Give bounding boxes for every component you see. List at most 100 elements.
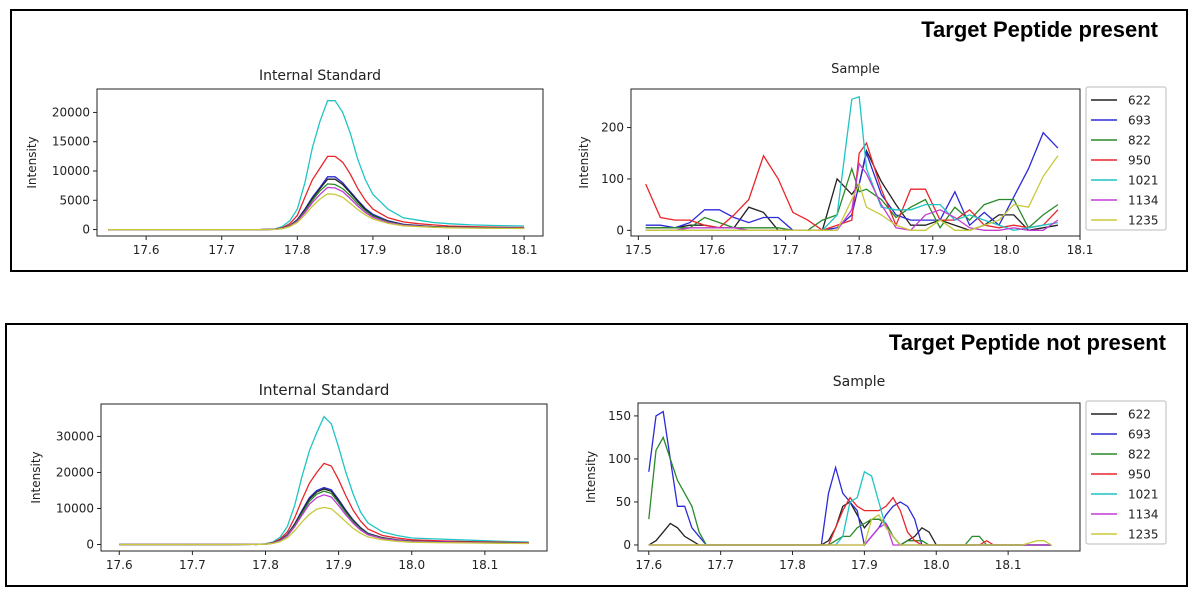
x-tick-label: 18.0 (435, 243, 462, 257)
x-tick-label: 17.6 (133, 243, 160, 257)
chart-title: Sample (833, 374, 886, 390)
x-tick-label: 17.6 (635, 558, 662, 572)
y-tick-label: 100 (601, 172, 624, 186)
chart-title: Internal Standard (259, 381, 390, 399)
y-tick-label: 50 (616, 495, 631, 509)
series-line-0 (119, 415, 529, 546)
series-line-822 (645, 166, 1059, 231)
x-tick-label: 18.0 (398, 558, 425, 572)
legend-label-1235: 1235 (1128, 528, 1159, 542)
legend-label-822: 822 (1128, 448, 1151, 462)
x-tick-label: 17.7 (772, 243, 799, 257)
legend-label-1134: 1134 (1128, 508, 1159, 522)
x-tick-label: 18.1 (1067, 243, 1094, 257)
chart-0-1: Sample Intensity 17.5 17.6 17.7 17.8 17.9 18.0 1… (577, 62, 1167, 257)
legend-label-1235: 1235 (1128, 214, 1159, 228)
y-axis-label: Intensity (25, 136, 39, 188)
x-tick-label: 18.0 (993, 243, 1020, 257)
series-line-622 (648, 501, 1052, 546)
x-tick-label: 17.6 (699, 243, 726, 257)
legend-label-693: 693 (1128, 428, 1151, 442)
chart-title: Internal Standard (259, 68, 381, 84)
y-tick-label: 20000 (52, 105, 90, 119)
legend-label-950: 950 (1128, 154, 1151, 168)
y-tick-label: 10000 (56, 501, 94, 515)
series-line-1 (119, 462, 529, 546)
legend-label-822: 822 (1128, 134, 1151, 148)
legend-label-622: 622 (1128, 408, 1151, 422)
legend-label-1021: 1021 (1128, 488, 1159, 502)
legend-label-622: 622 (1128, 94, 1151, 108)
legend: 622 693 822 950 1021 1134 1235 (1085, 86, 1167, 231)
series-line-4 (119, 490, 529, 546)
legend-label-1134: 1134 (1128, 194, 1159, 208)
y-tick-label: 100 (608, 452, 631, 466)
x-tick-label: 17.8 (779, 558, 806, 572)
x-tick-label: 18.0 (923, 558, 950, 572)
x-tick-label: 17.8 (252, 558, 279, 572)
y-tick-label: 0 (616, 223, 624, 237)
y-axis-label: Intensity (29, 451, 43, 503)
y-tick-label: 150 (608, 409, 631, 423)
y-tick-label: 200 (601, 121, 624, 135)
x-tick-label: 17.7 (208, 243, 235, 257)
legend-label-1021: 1021 (1128, 174, 1159, 188)
plot-frame (100, 403, 548, 552)
x-tick-label: 17.7 (707, 558, 734, 572)
y-tick-label: 20000 (56, 465, 94, 479)
series-line-693 (645, 131, 1059, 231)
series-line-693 (648, 410, 1052, 547)
x-tick-label: 18.1 (511, 243, 538, 257)
y-tick-label: 10000 (52, 164, 90, 178)
x-tick-label: 17.6 (106, 558, 133, 572)
x-tick-label: 18.1 (471, 558, 498, 572)
series-line-3 (108, 178, 525, 231)
x-tick-label: 17.9 (851, 558, 878, 572)
series-line-6 (119, 506, 529, 546)
y-tick-label: 0 (82, 223, 90, 237)
x-tick-label: 17.9 (325, 558, 352, 572)
x-tick-label: 18.1 (995, 558, 1022, 572)
series-line-5 (119, 494, 529, 546)
panel-heading-not-present: Target Peptide not present (888, 330, 1166, 355)
series-line-1021 (648, 470, 1052, 546)
panel-target-present (10, 9, 1188, 272)
y-tick-label: 30000 (56, 429, 94, 443)
series-line-822 (648, 435, 1052, 546)
x-tick-label: 17.8 (284, 243, 311, 257)
legend-label-950: 950 (1128, 468, 1151, 482)
series-line-2 (119, 486, 529, 546)
series-line-1134 (648, 522, 1052, 546)
plot-frame (630, 88, 1081, 237)
y-tick-label: 15000 (52, 135, 90, 149)
y-axis-label: Intensity (584, 451, 598, 503)
legend-frame (1085, 86, 1167, 231)
x-tick-label: 17.9 (919, 243, 946, 257)
series-line-0 (108, 100, 525, 231)
chart-1-0: Internal Standard Intensity 17.6 17.7 17.8 17… (29, 381, 548, 572)
legend: 622 693 822 950 1021 1134 1235 (1085, 400, 1167, 545)
legend-label-693: 693 (1128, 114, 1151, 128)
plot-frame (96, 88, 544, 237)
series-line-4 (108, 183, 525, 231)
series-line-6 (108, 193, 525, 231)
panel-heading-present: Target Peptide present (921, 17, 1158, 42)
chart-title: Sample (831, 62, 880, 77)
y-axis-label: Intensity (577, 136, 591, 188)
plot-frame (637, 402, 1081, 552)
y-tick-label: 0 (623, 538, 631, 552)
x-tick-label: 17.8 (846, 243, 873, 257)
x-tick-label: 17.9 (360, 243, 387, 257)
chart-1-1: Sample Intensity 17.6 17.7 17.8 17.9 18.0 18.1 0… (584, 374, 1167, 572)
series-line-1134 (645, 161, 1059, 231)
y-tick-label: 0 (86, 538, 94, 552)
legend-frame (1085, 400, 1167, 545)
x-tick-label: 17.5 (625, 243, 652, 257)
chart-0-0: Internal Standard Intensity 17.6 17.7 17.8 17… (25, 68, 544, 257)
series-line-1235 (645, 155, 1059, 231)
x-tick-label: 17.7 (179, 558, 206, 572)
series-line-1235 (648, 513, 1052, 546)
y-tick-label: 5000 (59, 193, 90, 207)
series-line-3 (119, 488, 529, 546)
